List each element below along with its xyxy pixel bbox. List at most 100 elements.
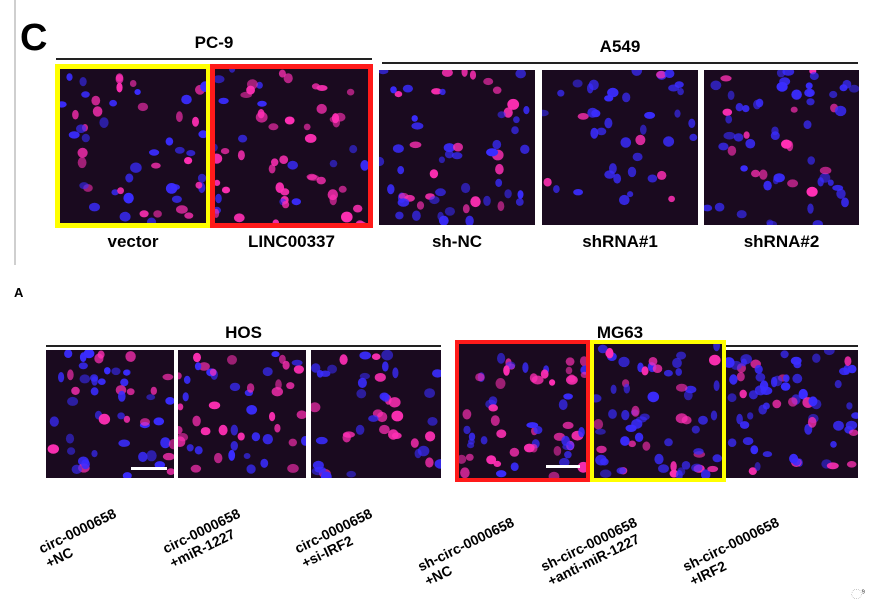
micrograph-vector-canvas xyxy=(58,67,208,225)
micrograph-shrna1 xyxy=(542,70,698,225)
nucleus xyxy=(181,94,192,105)
nucleus xyxy=(676,383,688,392)
nucleus xyxy=(495,378,506,389)
nucleus xyxy=(139,210,149,218)
nucleus xyxy=(845,420,858,430)
nucleus xyxy=(776,70,786,78)
nucleus xyxy=(441,70,453,77)
nucleus xyxy=(608,409,617,419)
nucleus xyxy=(782,70,795,76)
nucleus xyxy=(214,452,223,464)
nucleus xyxy=(329,159,338,168)
nucleus xyxy=(193,352,201,363)
nucleus xyxy=(286,382,295,390)
nucleus xyxy=(274,423,281,433)
nucleus xyxy=(747,412,754,420)
nucleus xyxy=(194,362,202,371)
micrograph-sh-circ-anti-mir1227 xyxy=(594,344,722,478)
nucleus xyxy=(184,157,193,165)
nucleus xyxy=(492,86,502,94)
nucleus xyxy=(549,379,556,386)
nucleus xyxy=(772,375,783,387)
nucleus xyxy=(186,444,194,452)
nucleus xyxy=(125,351,136,362)
nucleus xyxy=(490,415,500,426)
nucleus xyxy=(247,79,258,90)
nucleus xyxy=(339,354,348,365)
nucleus xyxy=(233,213,245,223)
nucleus xyxy=(670,461,677,472)
nucleus xyxy=(311,402,321,413)
nucleus xyxy=(183,375,191,384)
nucleus xyxy=(483,77,494,86)
nucleus xyxy=(357,377,367,388)
micrograph-circ-si-irf2 xyxy=(311,350,441,478)
nucleus xyxy=(652,364,663,373)
nucleus xyxy=(639,413,650,421)
nucleus xyxy=(288,438,297,447)
nucleus xyxy=(515,198,524,206)
nucleus xyxy=(565,357,575,366)
nucleus xyxy=(153,417,165,426)
nucleus xyxy=(246,464,256,474)
micrograph-sh-circ-irf2-canvas xyxy=(726,350,858,478)
nucleus xyxy=(213,179,221,186)
nucleus xyxy=(772,176,779,185)
nucleus xyxy=(745,138,756,149)
nucleus xyxy=(841,197,849,208)
nucleus xyxy=(444,150,454,159)
nucleus xyxy=(766,220,777,225)
nucleus xyxy=(493,460,502,467)
nucleus xyxy=(727,90,735,100)
nucleus xyxy=(171,195,182,203)
caption-vector: vector xyxy=(107,232,159,251)
nucleus xyxy=(663,369,673,377)
nucleus xyxy=(486,455,497,465)
nucleus xyxy=(548,471,560,478)
nucleus xyxy=(444,207,455,216)
nucleus xyxy=(134,89,141,95)
nucleus xyxy=(451,152,463,160)
nucleus xyxy=(486,148,499,157)
micrograph-circ-mir1227-canvas xyxy=(178,350,306,478)
nucleus xyxy=(443,143,456,153)
nucleus xyxy=(672,357,682,369)
nucleus xyxy=(262,367,273,377)
nucleus xyxy=(700,469,711,478)
nucleus xyxy=(126,388,135,396)
nucleus xyxy=(416,201,425,210)
nucleus xyxy=(675,368,682,376)
nucleus xyxy=(564,451,572,459)
nucleus xyxy=(596,445,607,454)
nucleus xyxy=(736,372,745,382)
nucleus xyxy=(609,163,617,174)
group-line-pc9 xyxy=(56,58,372,60)
nucleus xyxy=(178,426,183,435)
nucleus xyxy=(819,172,831,183)
nucleus xyxy=(770,131,780,140)
nucleus xyxy=(742,437,754,446)
nucleus xyxy=(806,98,815,106)
nucleus xyxy=(409,141,422,149)
nucleus xyxy=(834,105,847,117)
nucleus xyxy=(727,438,737,447)
nucleus xyxy=(704,204,713,212)
panel-letter-c: C xyxy=(20,17,48,59)
nucleus xyxy=(475,373,485,382)
nucleus xyxy=(723,131,736,140)
nucleus xyxy=(722,108,733,116)
nucleus xyxy=(788,397,798,407)
nucleus xyxy=(146,450,157,462)
nucleus xyxy=(275,379,282,390)
nucleus xyxy=(271,387,283,397)
nucleus xyxy=(182,392,189,402)
nucleus xyxy=(627,166,637,178)
nucleus xyxy=(76,124,87,133)
nucleus xyxy=(685,385,697,394)
nucleus xyxy=(425,457,434,468)
nucleus xyxy=(565,366,573,375)
nucleus xyxy=(488,404,498,412)
nucleus xyxy=(562,421,574,429)
nucleus xyxy=(355,424,365,435)
nucleus xyxy=(806,186,818,197)
